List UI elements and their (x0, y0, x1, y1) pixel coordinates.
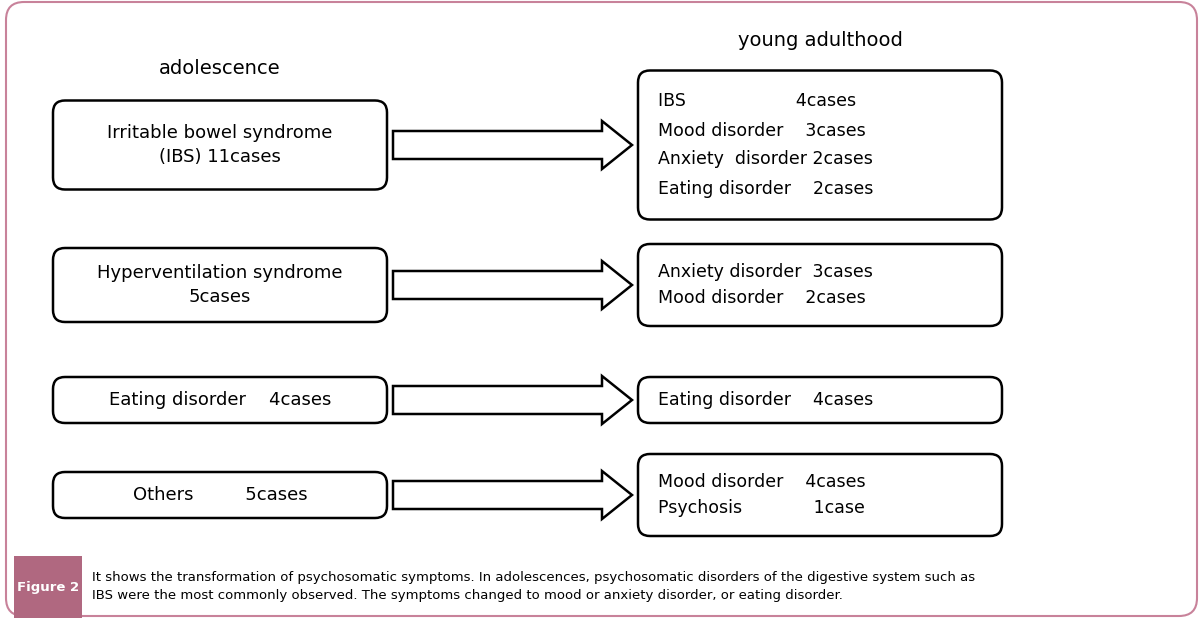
Text: Eating disorder    4cases: Eating disorder 4cases (658, 391, 873, 409)
Text: Anxiety disorder  3cases: Anxiety disorder 3cases (658, 263, 873, 281)
Text: Mood disorder    2cases: Mood disorder 2cases (658, 289, 866, 307)
Text: Hyperventilation syndrome
5cases: Hyperventilation syndrome 5cases (97, 264, 343, 305)
Text: adolescence: adolescence (159, 58, 280, 78)
Text: IBS                    4cases: IBS 4cases (658, 93, 857, 111)
Polygon shape (393, 121, 632, 169)
FancyBboxPatch shape (638, 244, 1002, 326)
FancyBboxPatch shape (638, 454, 1002, 536)
FancyBboxPatch shape (6, 2, 1197, 616)
Text: Figure 2: Figure 2 (17, 580, 79, 593)
Polygon shape (393, 471, 632, 519)
FancyBboxPatch shape (14, 556, 82, 618)
Text: Eating disorder    2cases: Eating disorder 2cases (658, 180, 873, 197)
FancyBboxPatch shape (53, 377, 387, 423)
Polygon shape (393, 261, 632, 309)
Text: Mood disorder    4cases: Mood disorder 4cases (658, 473, 866, 491)
Text: Psychosis             1case: Psychosis 1case (658, 499, 865, 517)
FancyBboxPatch shape (53, 248, 387, 322)
FancyBboxPatch shape (638, 71, 1002, 220)
FancyBboxPatch shape (53, 472, 387, 518)
Text: young adulthood: young adulthood (737, 31, 902, 49)
Polygon shape (393, 376, 632, 424)
Text: Irritable bowel syndrome
(IBS) 11cases: Irritable bowel syndrome (IBS) 11cases (107, 124, 333, 166)
Text: Others         5cases: Others 5cases (132, 486, 307, 504)
Text: It shows the transformation of psychosomatic symptoms. In adolescences, psychoso: It shows the transformation of psychosom… (91, 572, 976, 602)
FancyBboxPatch shape (53, 101, 387, 190)
Text: Anxiety  disorder 2cases: Anxiety disorder 2cases (658, 150, 873, 168)
Text: Eating disorder    4cases: Eating disorder 4cases (108, 391, 331, 409)
FancyBboxPatch shape (638, 377, 1002, 423)
Text: Mood disorder    3cases: Mood disorder 3cases (658, 121, 866, 140)
